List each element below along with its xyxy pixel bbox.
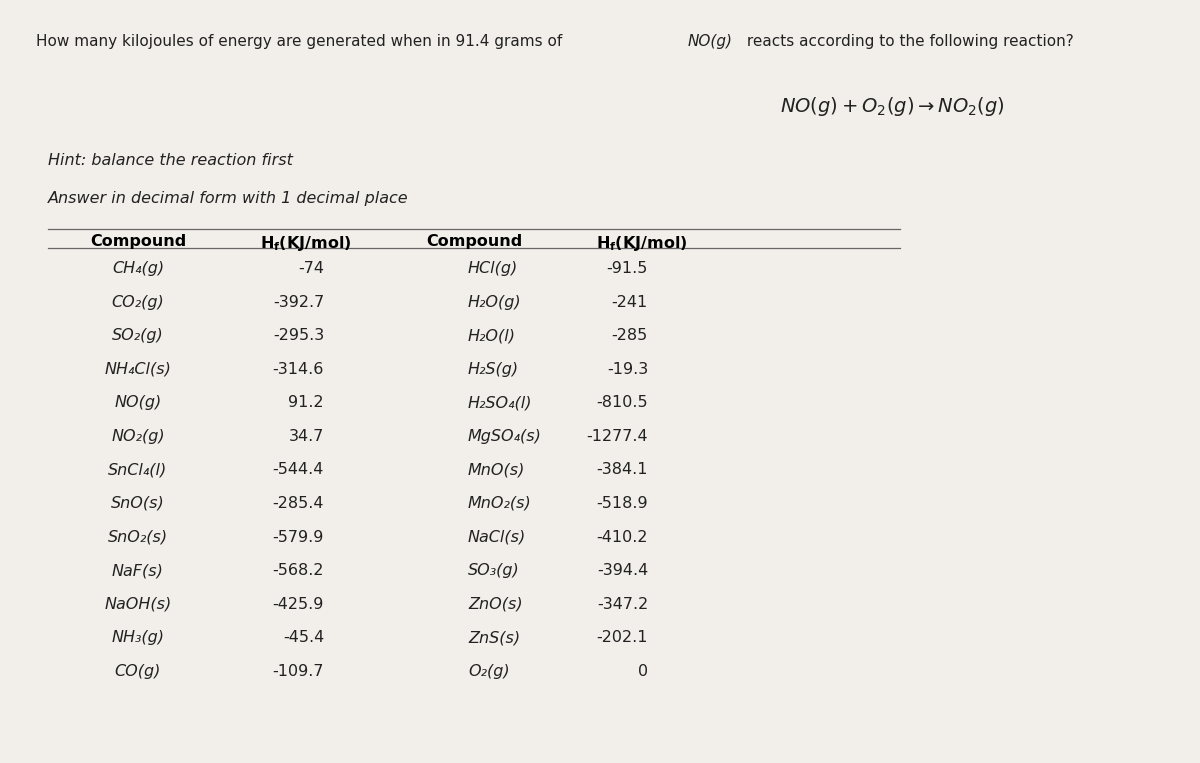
Text: -394.4: -394.4 xyxy=(596,563,648,578)
Text: -45.4: -45.4 xyxy=(283,630,324,645)
Text: MgSO₄(s): MgSO₄(s) xyxy=(468,429,542,444)
Text: 0: 0 xyxy=(638,664,648,679)
Text: SnCl₄(l): SnCl₄(l) xyxy=(108,462,168,478)
Text: NaCl(s): NaCl(s) xyxy=(468,530,527,545)
Text: CO(g): CO(g) xyxy=(115,664,161,679)
Text: $\mathbf{H_f}$$\mathbf{(KJ/mol)}$: $\mathbf{H_f}$$\mathbf{(KJ/mol)}$ xyxy=(596,234,688,253)
Text: -285.4: -285.4 xyxy=(272,496,324,511)
Text: Hint: balance the reaction first: Hint: balance the reaction first xyxy=(48,153,293,168)
Text: 91.2: 91.2 xyxy=(288,395,324,410)
Text: 34.7: 34.7 xyxy=(289,429,324,444)
Text: NO(g): NO(g) xyxy=(688,34,732,50)
Text: HCl(g): HCl(g) xyxy=(468,261,518,276)
Text: H₂O(g): H₂O(g) xyxy=(468,295,522,310)
Text: -544.4: -544.4 xyxy=(272,462,324,478)
Text: SO₂(g): SO₂(g) xyxy=(112,328,164,343)
Text: -19.3: -19.3 xyxy=(607,362,648,377)
Text: CH₄(g): CH₄(g) xyxy=(112,261,164,276)
Text: NaOH(s): NaOH(s) xyxy=(104,597,172,612)
Text: O₂(g): O₂(g) xyxy=(468,664,510,679)
Text: -392.7: -392.7 xyxy=(272,295,324,310)
Text: NO₂(g): NO₂(g) xyxy=(112,429,164,444)
Text: -347.2: -347.2 xyxy=(596,597,648,612)
Text: -285: -285 xyxy=(612,328,648,343)
Text: NO(g): NO(g) xyxy=(114,395,162,410)
Text: -1277.4: -1277.4 xyxy=(587,429,648,444)
Text: -314.6: -314.6 xyxy=(272,362,324,377)
Text: H₂S(g): H₂S(g) xyxy=(468,362,520,377)
Text: NH₄Cl(s): NH₄Cl(s) xyxy=(104,362,172,377)
Text: -241: -241 xyxy=(612,295,648,310)
Text: ZnO(s): ZnO(s) xyxy=(468,597,523,612)
Text: $\mathbf{H_f}$$\mathbf{(KJ/mol)}$: $\mathbf{H_f}$$\mathbf{(KJ/mol)}$ xyxy=(260,234,352,253)
Text: SO₃(g): SO₃(g) xyxy=(468,563,520,578)
Text: -425.9: -425.9 xyxy=(272,597,324,612)
Text: -410.2: -410.2 xyxy=(596,530,648,545)
Text: MnO₂(s): MnO₂(s) xyxy=(468,496,532,511)
Text: NaF(s): NaF(s) xyxy=(112,563,164,578)
Text: MnO(s): MnO(s) xyxy=(468,462,526,478)
Text: Answer in decimal form with 1 decimal place: Answer in decimal form with 1 decimal pl… xyxy=(48,191,409,206)
Text: -518.9: -518.9 xyxy=(596,496,648,511)
Text: -202.1: -202.1 xyxy=(596,630,648,645)
Text: H₂O(l): H₂O(l) xyxy=(468,328,516,343)
Text: Compound: Compound xyxy=(90,234,186,250)
Text: -295.3: -295.3 xyxy=(272,328,324,343)
Text: $NO(g) + O_2(g) \rightarrow NO_2(g)$: $NO(g) + O_2(g) \rightarrow NO_2(g)$ xyxy=(780,95,1004,118)
Text: NH₃(g): NH₃(g) xyxy=(112,630,164,645)
Text: SnO(s): SnO(s) xyxy=(112,496,164,511)
Text: reacts according to the following reaction?: reacts according to the following reacti… xyxy=(742,34,1073,50)
Text: H₂SO₄(l): H₂SO₄(l) xyxy=(468,395,533,410)
Text: -568.2: -568.2 xyxy=(272,563,324,578)
Text: -91.5: -91.5 xyxy=(607,261,648,276)
Text: SnO₂(s): SnO₂(s) xyxy=(108,530,168,545)
Text: -810.5: -810.5 xyxy=(596,395,648,410)
Text: How many kilojoules of energy are generated when in 91.4 grams of: How many kilojoules of energy are genera… xyxy=(36,34,568,50)
Text: CO₂(g): CO₂(g) xyxy=(112,295,164,310)
Text: Compound: Compound xyxy=(426,234,522,250)
Text: -579.9: -579.9 xyxy=(272,530,324,545)
Text: -74: -74 xyxy=(298,261,324,276)
Text: -109.7: -109.7 xyxy=(272,664,324,679)
Text: -384.1: -384.1 xyxy=(596,462,648,478)
Text: ZnS(s): ZnS(s) xyxy=(468,630,520,645)
